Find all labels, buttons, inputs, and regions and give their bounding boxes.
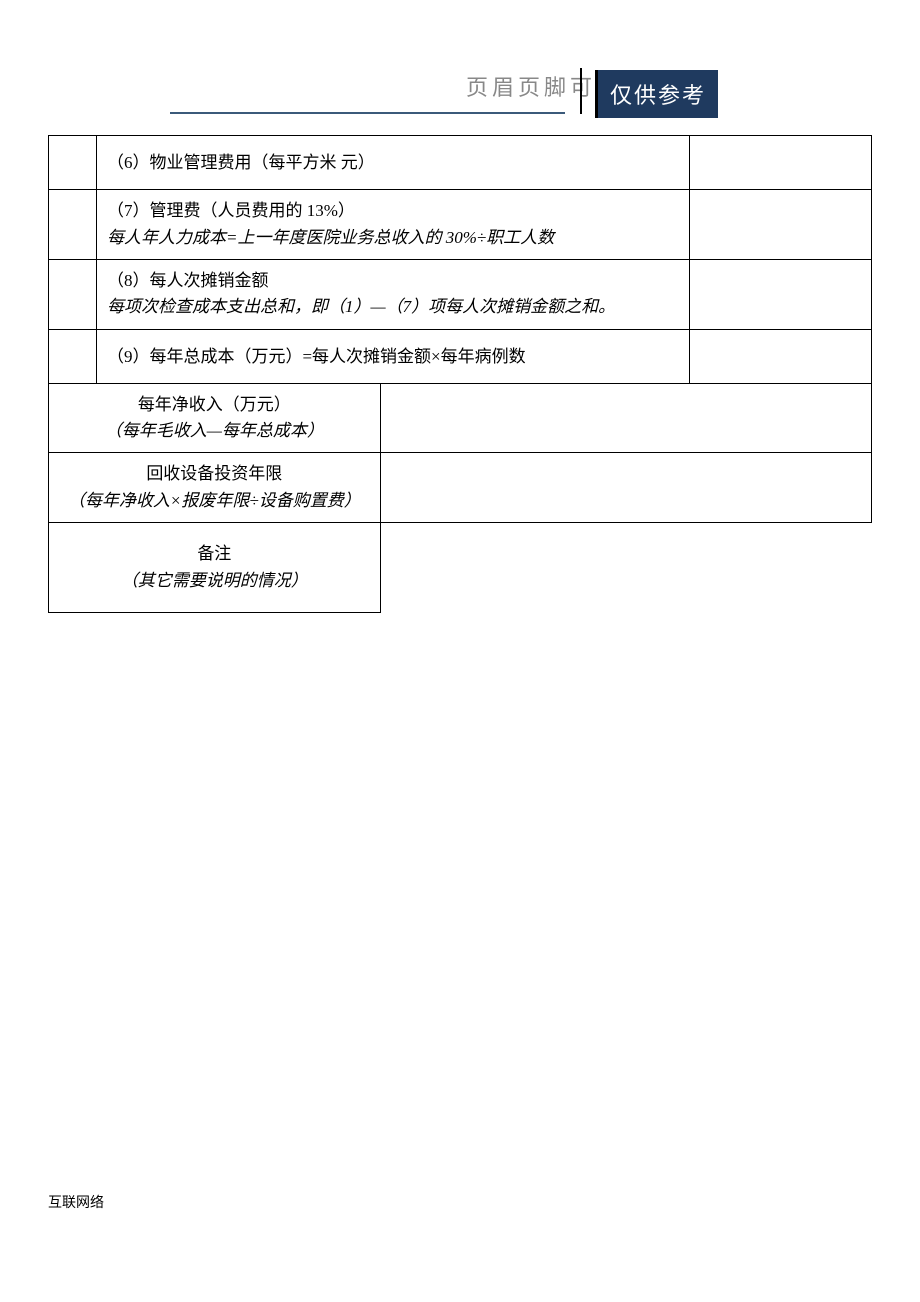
row-main-cell: （8）每人次摊销金额 每项次检查成本支出总和，即（1）—（7）项每人次摊销金额之… xyxy=(96,259,689,329)
row-main-text: （6）物业管理费用（每平方米 元） xyxy=(107,153,375,172)
table-row: 备注 （其它需要说明的情况） xyxy=(49,523,872,613)
summary-label-cell: 回收设备投资年限 （每年净收入×报废年限÷设备购置费） xyxy=(49,453,381,523)
row-indent-cell xyxy=(49,190,97,260)
table-row: （6）物业管理费用（每平方米 元） xyxy=(49,136,872,190)
badge-divider xyxy=(580,68,582,114)
summary-label-cell: 每年净收入（万元） （每年毛收入—每年总成本） xyxy=(49,383,381,453)
row-value-cell xyxy=(690,136,872,190)
row-note-text: 每人年人力成本=上一年度医院业务总收入的 30%÷职工人数 xyxy=(107,228,554,247)
row-main-text: （7）管理费（人员费用的 13%） xyxy=(107,201,355,220)
summary-label-note: （每年毛收入—每年总成本） xyxy=(105,421,324,440)
row-value-cell xyxy=(690,190,872,260)
row-indent-cell xyxy=(49,329,97,383)
row-indent-cell xyxy=(49,136,97,190)
reference-badge: 仅供参考 xyxy=(595,70,718,118)
row-main-text: （9）每年总成本（万元）=每人次摊销金额×每年病例数 xyxy=(107,347,526,366)
summary-value-cell xyxy=(380,383,871,453)
summary-label-main: 回收设备投资年限 xyxy=(146,464,282,483)
row-main-cell: （9）每年总成本（万元）=每人次摊销金额×每年病例数 xyxy=(96,329,689,383)
table-row: 回收设备投资年限 （每年净收入×报废年限÷设备购置费） xyxy=(49,453,872,523)
header-underline xyxy=(170,112,565,114)
row-indent-cell xyxy=(49,259,97,329)
row-main-cell: （6）物业管理费用（每平方米 元） xyxy=(96,136,689,190)
page-footer: 互联网络 xyxy=(48,1192,104,1212)
table-row: （9）每年总成本（万元）=每人次摊销金额×每年病例数 xyxy=(49,329,872,383)
summary-value-cell xyxy=(380,453,871,523)
remarks-label-main: 备注 xyxy=(197,544,231,563)
table-row: （7）管理费（人员费用的 13%） 每人年人力成本=上一年度医院业务总收入的 3… xyxy=(49,190,872,260)
summary-label-note: （每年净收入×报废年限÷设备购置费） xyxy=(68,491,361,510)
row-main-cell: （7）管理费（人员费用的 13%） 每人年人力成本=上一年度医院业务总收入的 3… xyxy=(96,190,689,260)
table-row: 每年净收入（万元） （每年毛收入—每年总成本） xyxy=(49,383,872,453)
remarks-label-note: （其它需要说明的情况） xyxy=(121,571,308,590)
remarks-value-cell xyxy=(380,523,871,613)
summary-label-main: 每年净收入（万元） xyxy=(138,395,291,414)
row-value-cell xyxy=(690,259,872,329)
table-row: （8）每人次摊销金额 每项次检查成本支出总和，即（1）—（7）项每人次摊销金额之… xyxy=(49,259,872,329)
row-value-cell xyxy=(690,329,872,383)
row-main-text: （8）每人次摊销金额 xyxy=(107,271,269,290)
remarks-label-cell: 备注 （其它需要说明的情况） xyxy=(49,523,381,613)
cost-table-real: （6）物业管理费用（每平方米 元） （7）管理费（人员费用的 13%） 每人年人… xyxy=(48,135,872,613)
row-note-text: 每项次检查成本支出总和，即（1）—（7）项每人次摊销金额之和。 xyxy=(107,297,615,316)
